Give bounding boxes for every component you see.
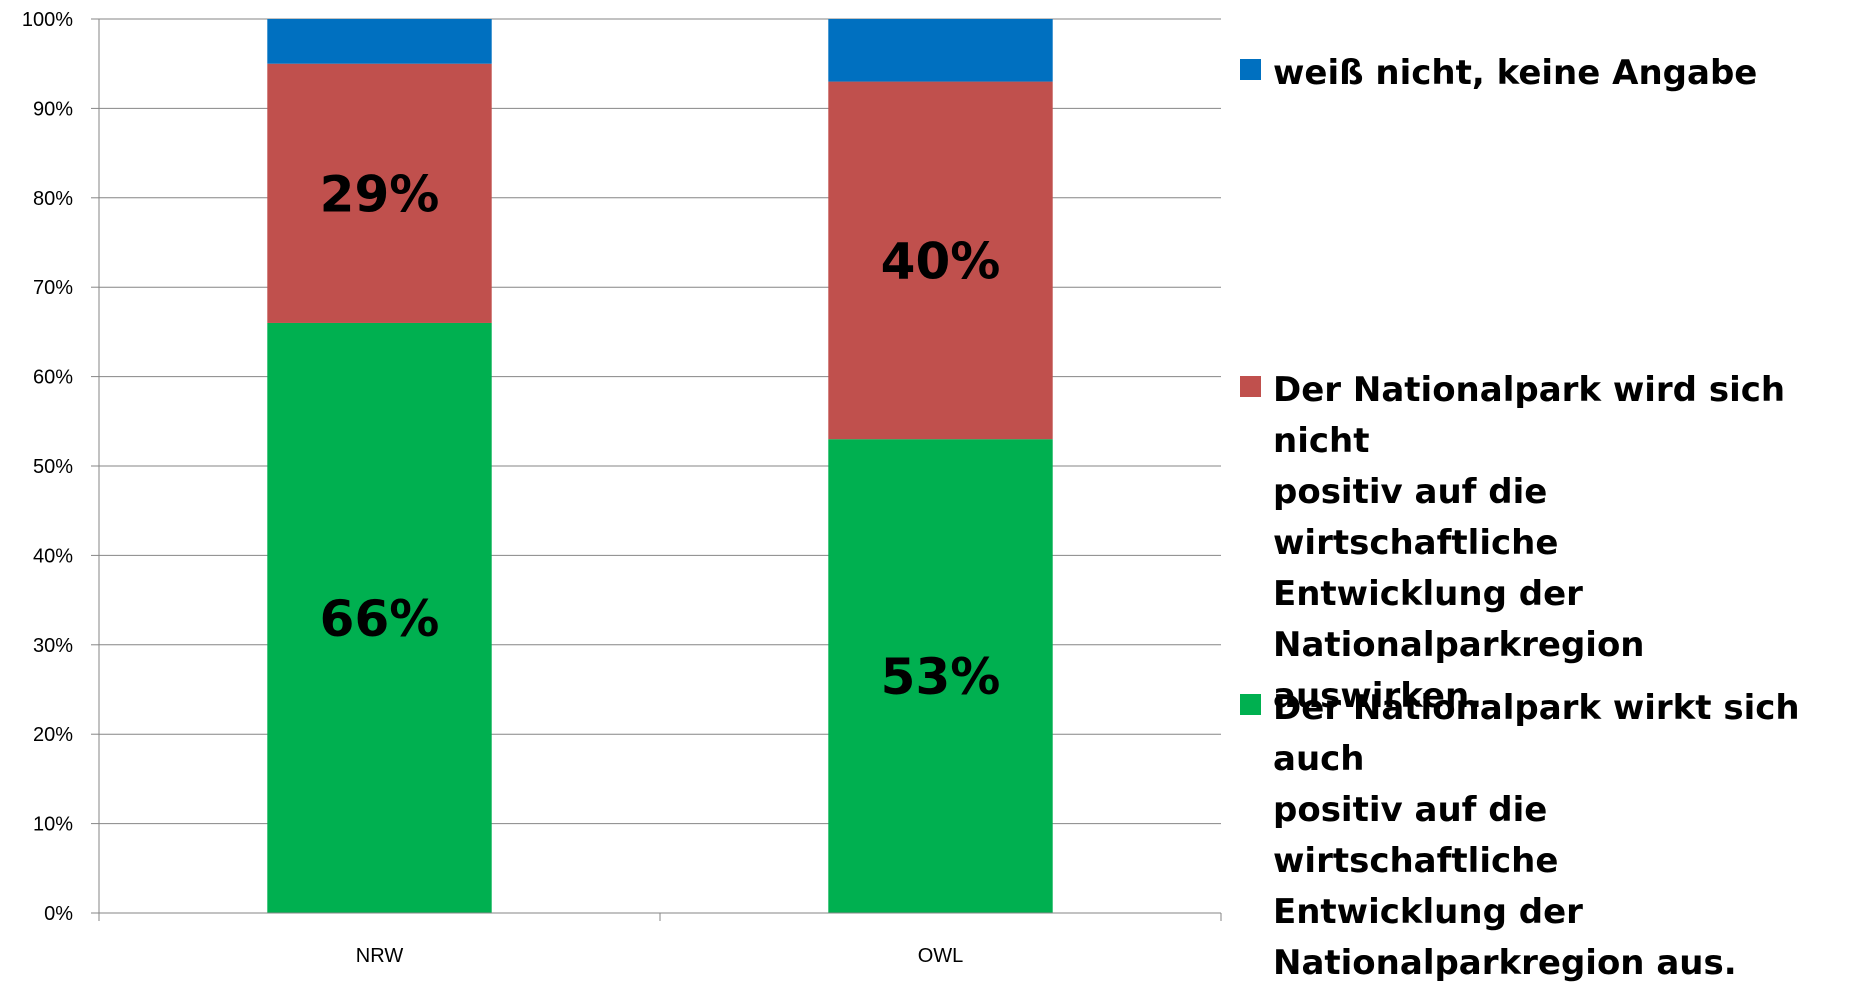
data-label: 53%: [881, 648, 1001, 706]
y-tick-label: 10%: [33, 814, 73, 836]
y-tick-label: 50%: [33, 456, 73, 478]
legend-swatch-green: [1240, 694, 1261, 715]
x-axis: NRW OWL: [98, 912, 1222, 965]
y-tick-label: 80%: [33, 188, 73, 210]
x-category-label: NRW: [356, 945, 404, 965]
legend-swatch-blue: [1240, 59, 1261, 80]
bar-segment: [828, 439, 1053, 913]
y-tick-label: 20%: [33, 724, 73, 746]
y-tick-label: 60%: [33, 367, 73, 389]
bars: [267, 19, 1053, 914]
bar-segment: [828, 81, 1053, 440]
y-tick-label: 30%: [33, 635, 73, 657]
legend: weiß nicht, keine Angabe Der Nationalpar…: [1240, 0, 1850, 983]
legend-label-not-positive: Der Nationalpark wird sich nicht positiv…: [1273, 370, 1786, 716]
data-label: 66%: [320, 590, 440, 648]
y-tick-label: 70%: [33, 277, 73, 299]
bar-segment: [267, 63, 492, 323]
bar-segment: [267, 19, 492, 64]
y-tick-label: 90%: [33, 98, 73, 120]
data-label: 40%: [881, 232, 1001, 290]
x-category-label: OWL: [918, 945, 964, 965]
stacked-bar-chart: 0% 10% 20% 30% 40% 50% 60% 70% 80% 90% 100% NRW OWL…: [22, 9, 1222, 965]
legend-label-unknown: weiß nicht, keine Angabe: [1273, 53, 1758, 93]
legend-swatch-red: [1240, 376, 1261, 397]
data-labels: 66% 29% 53% 40%: [320, 165, 1001, 706]
y-tick-label: 0%: [44, 903, 73, 925]
data-label: 29%: [320, 165, 440, 223]
y-tick-label: 100%: [22, 9, 73, 31]
bar-segment: [267, 322, 492, 914]
legend-label-positive: Der Nationalpark wirkt sich auch positiv…: [1273, 688, 1800, 983]
bar-segment: [828, 19, 1053, 82]
y-tick-label: 40%: [33, 545, 73, 567]
y-axis: 0% 10% 20% 30% 40% 50% 60% 70% 80% 90% 100%: [22, 9, 100, 925]
